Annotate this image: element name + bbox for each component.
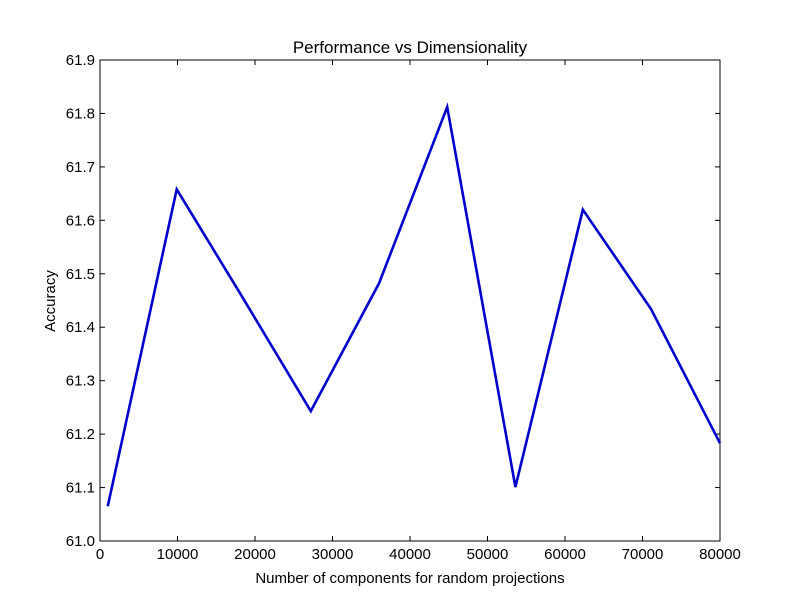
x-tick-label: 50000 bbox=[467, 546, 509, 563]
y-tick-label: 61.1 bbox=[66, 480, 95, 497]
x-tick-label: 70000 bbox=[622, 546, 664, 563]
x-tick-label: 80000 bbox=[699, 546, 741, 563]
y-tick-label: 61.0 bbox=[66, 533, 95, 550]
x-tick-label: 30000 bbox=[312, 546, 354, 563]
chart-title: Performance vs Dimensionality bbox=[293, 38, 528, 57]
y-tick-label: 61.8 bbox=[66, 105, 95, 122]
y-tick-label: 61.6 bbox=[66, 212, 95, 229]
x-tick-label: 60000 bbox=[544, 546, 586, 563]
x-tick-label: 10000 bbox=[157, 546, 199, 563]
y-tick-label: 61.4 bbox=[66, 319, 95, 336]
y-tick-label: 61.3 bbox=[66, 373, 95, 390]
y-axis-title: Accuracy bbox=[42, 270, 59, 332]
y-tick-label: 61.7 bbox=[66, 159, 95, 176]
x-tick-label: 0 bbox=[96, 546, 104, 563]
y-tick-label: 61.2 bbox=[66, 426, 95, 443]
y-tick-label: 61.9 bbox=[66, 52, 95, 69]
plot-area: 0 10000 20000 30000 40000 50000 60000 70000 8000… bbox=[66, 52, 741, 563]
y-tick-label: 61.5 bbox=[66, 266, 95, 283]
x-axis-title: Number of components for random projecti… bbox=[255, 570, 564, 587]
x-tick-label: 20000 bbox=[234, 546, 276, 563]
plot-frame bbox=[99, 59, 721, 542]
x-tick-label: 40000 bbox=[389, 546, 431, 563]
series-line bbox=[106, 102, 722, 507]
